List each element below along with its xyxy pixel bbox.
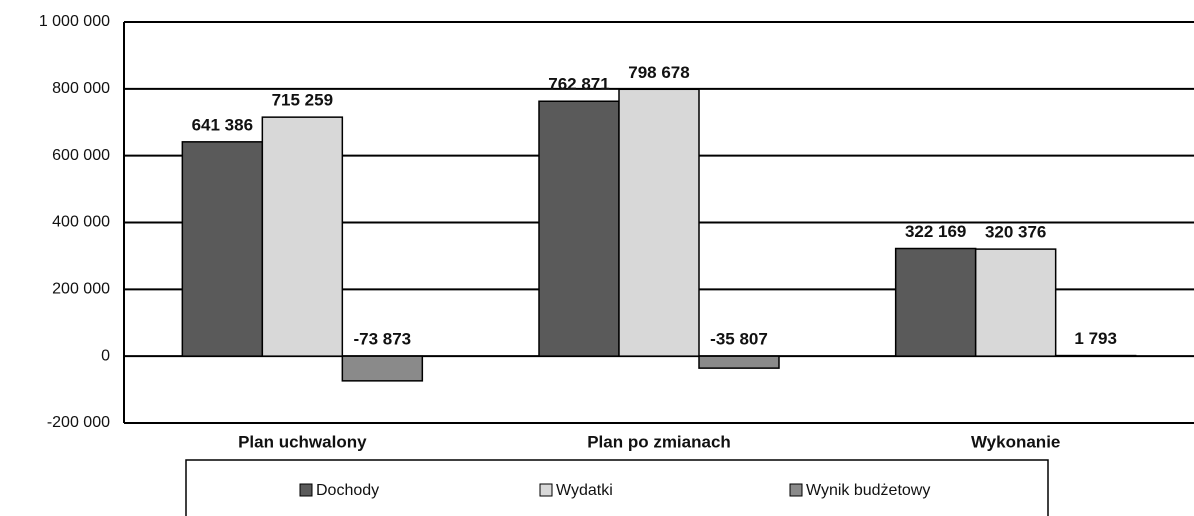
legend-swatch [299, 483, 313, 497]
value-label: 762 871 [548, 75, 609, 94]
value-label: 715 259 [272, 91, 333, 110]
bar [894, 247, 977, 357]
x-tick-label: Wykonanie [971, 432, 1060, 451]
value-label: 1 793 [1074, 329, 1117, 348]
value-label: -73 873 [353, 330, 411, 349]
bar [341, 355, 424, 382]
bar [261, 116, 344, 357]
bar [538, 100, 620, 357]
x-tick-label: Plan po zmianach [587, 432, 731, 451]
bar [618, 88, 700, 357]
legend-box [185, 459, 1049, 516]
y-tick-label: -200 000 [47, 414, 110, 431]
bar [181, 141, 264, 357]
bar [1054, 354, 1137, 357]
legend-swatch [539, 483, 553, 497]
legend-swatch [789, 483, 803, 497]
value-label: 798 678 [628, 63, 689, 82]
value-label: 641 386 [192, 115, 253, 134]
legend-label: Wydatki [556, 482, 613, 499]
y-tick-label: 200 000 [52, 281, 110, 298]
y-tick-label: 0 [101, 347, 110, 364]
y-tick-label: 1 000 000 [39, 13, 110, 30]
y-tick-label: 400 000 [52, 214, 110, 231]
y-tick-label: 800 000 [52, 80, 110, 97]
legend-label: Wynik budżetowy [806, 482, 930, 499]
y-tick-label: 600 000 [52, 147, 110, 164]
value-label: -35 807 [710, 330, 768, 349]
value-label: 322 169 [905, 222, 966, 241]
bar [698, 355, 780, 369]
value-label: 320 376 [985, 223, 1046, 242]
x-tick-label: Plan uchwalony [238, 432, 367, 451]
legend-label: Dochody [316, 482, 379, 499]
bar [974, 248, 1057, 357]
